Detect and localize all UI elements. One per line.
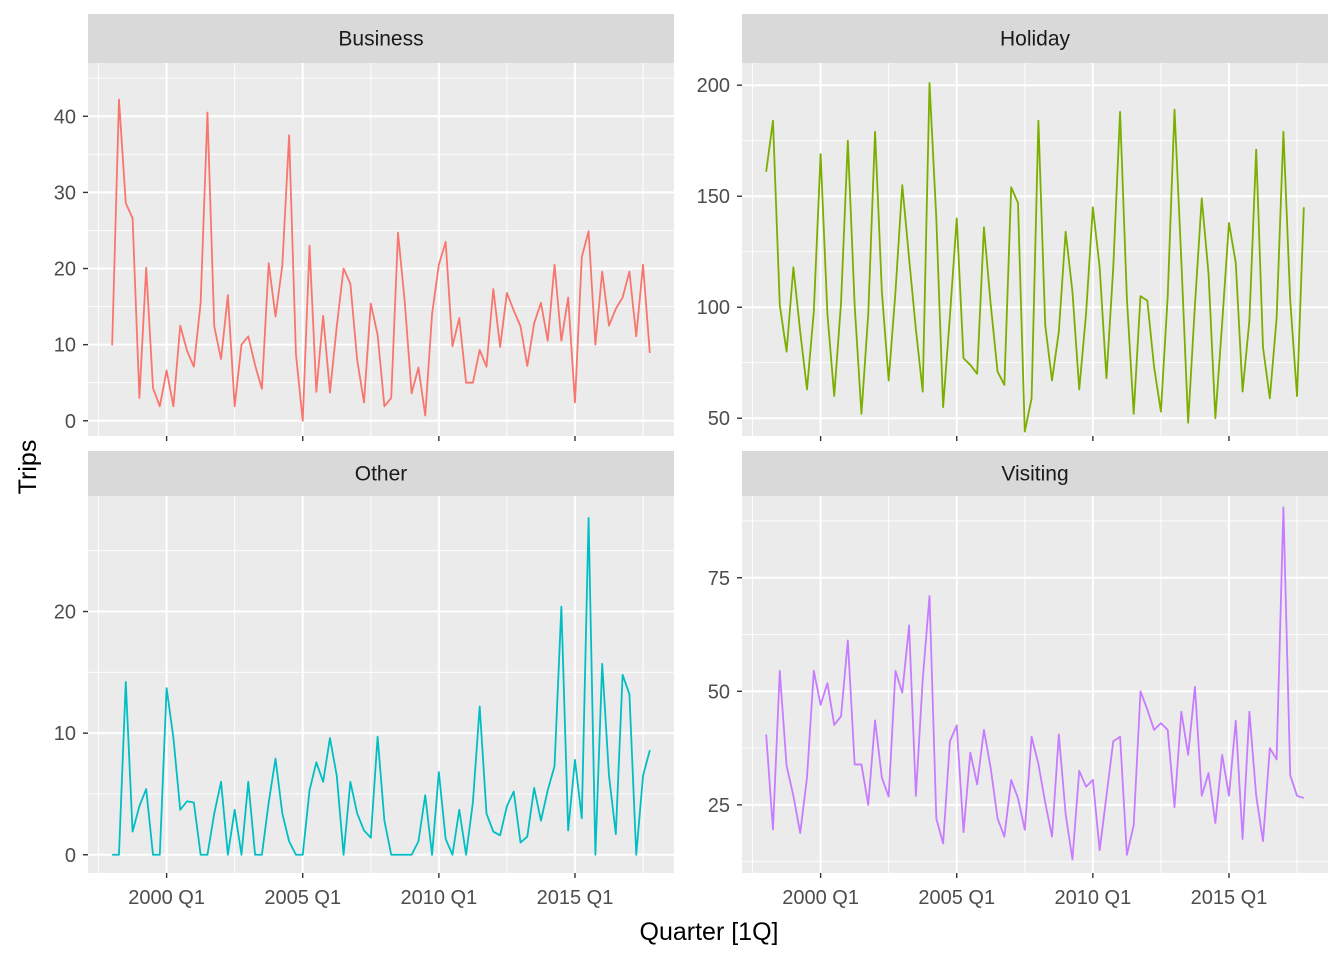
series-line-business <box>111 98 651 422</box>
x-tick-label: 2005 Q1 <box>918 887 995 909</box>
y-tick-label: 0 <box>65 845 76 867</box>
x-tick-label: 2000 Q1 <box>782 887 859 909</box>
y-tick-label: 50 <box>708 408 730 430</box>
facet-strip-label: Visiting <box>1001 463 1068 486</box>
series-line-other <box>112 516 651 856</box>
facet-strip-label: Holiday <box>1000 28 1071 51</box>
facet-strip <box>88 14 674 63</box>
x-axis-title: Quarter [1Q] <box>640 918 779 946</box>
y-tick-label: 25 <box>708 795 730 817</box>
y-tick-label: 0 <box>65 411 76 433</box>
facet-panels: Business010203040Holiday50100150200Other… <box>54 14 1328 909</box>
y-tick-label: 10 <box>54 335 76 357</box>
facet-panel-visiting: Visiting 25 50 75 2000 Q1 2005 Q1 2010 Q1 2015 … <box>708 451 1328 909</box>
x-tick-label: 2015 Q1 <box>1191 887 1268 909</box>
x-tick-label: 2015 Q1 <box>537 887 614 909</box>
facet-strip <box>88 451 674 496</box>
series-line-visiting <box>765 506 1305 861</box>
facet-strip-label: Other <box>355 463 408 486</box>
facet-strip <box>742 14 1328 63</box>
y-tick-label: 150 <box>697 186 730 208</box>
facet-panel-business: Business 0 10 20 30 40 <box>54 14 674 441</box>
facet-panel-other: Other 0 10 20 2000 Q1 2005 Q1 2010 Q1 2015 Q1 <box>54 451 674 909</box>
y-axis-title: Trips <box>14 440 42 495</box>
facet-strip <box>742 451 1328 496</box>
y-tick-label: 40 <box>54 106 76 128</box>
y-tick-label: 50 <box>708 681 730 703</box>
y-tick-label: 10 <box>54 723 76 745</box>
series-line-holiday <box>765 82 1305 433</box>
y-tick-label: 20 <box>54 259 76 281</box>
panel-background <box>88 496 674 873</box>
y-tick-label: 200 <box>697 75 730 97</box>
y-tick-label: 30 <box>54 182 76 204</box>
y-tick-label: 100 <box>697 297 730 319</box>
x-tick-label: 2010 Q1 <box>400 887 477 909</box>
y-tick-label: 20 <box>54 602 76 624</box>
panel-background <box>742 496 1328 873</box>
facet-panel-holiday: Holiday 50 100 150 200 <box>697 14 1328 441</box>
facet-strip-label: Business <box>338 28 423 51</box>
x-tick-label: 2010 Q1 <box>1054 887 1131 909</box>
x-tick-label: 2005 Q1 <box>264 887 341 909</box>
y-tick-label: 75 <box>708 568 730 590</box>
x-tick-label: 2000 Q1 <box>128 887 205 909</box>
